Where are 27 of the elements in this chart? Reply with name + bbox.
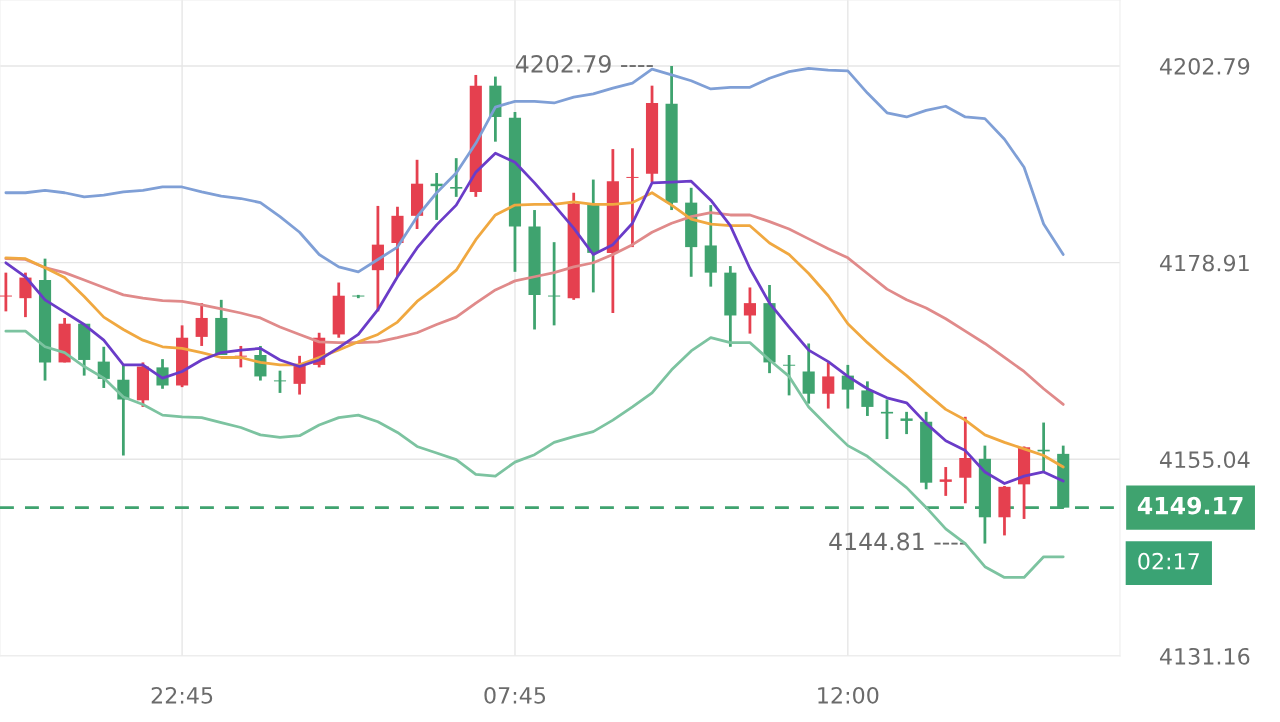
- x-tick-label: 22:45: [151, 686, 213, 704]
- ref-line-label: 4149.17: [1137, 496, 1243, 515]
- x-tick-label: 12:00: [818, 686, 879, 704]
- candlestick: [19, 271, 32, 319]
- x-tick-label: 07:45: [484, 686, 546, 704]
- line-series: [4, 329, 1065, 579]
- y-tick-label: 4155.04: [1159, 451, 1250, 469]
- candlestick: [802, 342, 815, 406]
- candlestick: [959, 415, 972, 505]
- candlestick: [861, 379, 874, 418]
- candlestick: [548, 240, 561, 327]
- line-series: [4, 191, 1065, 469]
- y-tick-label: 4178.91: [1159, 254, 1249, 272]
- candlestick: [939, 465, 952, 498]
- y-tick-label: 4202.79: [1159, 57, 1250, 75]
- candlestick: [273, 369, 287, 395]
- text: 02:17: [1138, 552, 1199, 570]
- y-tick-label: 4131.16: [1159, 647, 1250, 665]
- candlestick: [822, 361, 835, 410]
- candlestick: [195, 301, 208, 348]
- line-series: [4, 211, 1065, 406]
- candlestick: [900, 410, 913, 436]
- annotation: 4202.79 ----: [515, 54, 653, 73]
- line-series: [4, 151, 1065, 485]
- candlestick: [880, 398, 894, 441]
- candlestick: [743, 286, 756, 335]
- candlestick: [0, 271, 12, 313]
